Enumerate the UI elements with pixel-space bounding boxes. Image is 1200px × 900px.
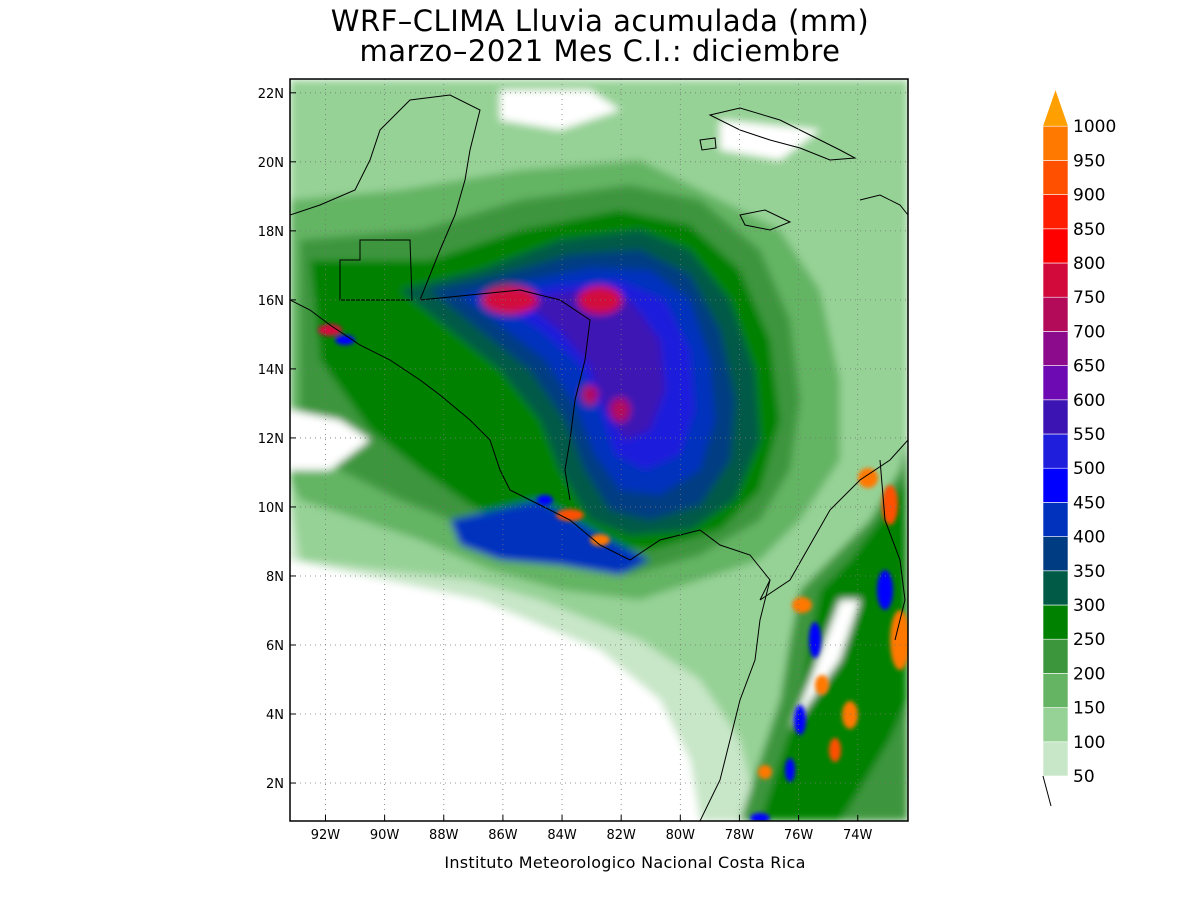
colorbar-swatch bbox=[1042, 467, 1069, 503]
lat-tick-label: 2N bbox=[266, 777, 284, 792]
colorbar-label: 1000 bbox=[1073, 117, 1116, 137]
lon-tick-label: 90W bbox=[370, 828, 400, 843]
colorbar-label: 450 bbox=[1073, 493, 1105, 513]
map-gridlines bbox=[290, 79, 908, 821]
colorbar-swatch bbox=[1042, 194, 1069, 230]
colorbar-label: 350 bbox=[1073, 562, 1105, 582]
lon-tick-label: 76W bbox=[784, 828, 814, 843]
lat-tick-label: 10N bbox=[258, 501, 284, 516]
colorbar-label: 300 bbox=[1073, 596, 1105, 616]
colorbar-swatch bbox=[1042, 433, 1069, 469]
colorbar-label: 900 bbox=[1073, 186, 1105, 206]
colorbar: 50 100 150 200 250 300 350 400 450 500 550 600 650 70… bbox=[1042, 90, 1116, 807]
colorbar-swatch bbox=[1042, 604, 1069, 640]
institution-credit: Instituto Meteorologico Nacional Costa R… bbox=[444, 853, 806, 872]
colorbar-swatch bbox=[1042, 296, 1069, 332]
colorbar-label: 650 bbox=[1073, 357, 1105, 377]
colorbar-label: 550 bbox=[1073, 425, 1105, 445]
map-area bbox=[290, 79, 908, 821]
colorbar-swatch bbox=[1042, 673, 1069, 708]
colorbar-label: 200 bbox=[1073, 664, 1105, 684]
lat-tick-label: 4N bbox=[266, 708, 284, 723]
lon-tick-label: 82W bbox=[606, 828, 636, 843]
lat-tick-label: 6N bbox=[266, 639, 284, 654]
colorbar-swatch bbox=[1042, 160, 1069, 195]
lon-tick-label: 92W bbox=[311, 828, 341, 843]
rainfall-shading bbox=[290, 80, 908, 821]
colorbar-label: 500 bbox=[1073, 459, 1105, 479]
map-title-line2: marzo–2021 Mes C.I.: diciembre bbox=[359, 34, 841, 68]
colorbar-label: 750 bbox=[1073, 288, 1105, 308]
colorbar-swatch bbox=[1042, 502, 1069, 537]
colorbar-swatch bbox=[1042, 365, 1069, 401]
map-title-line1: WRF–CLIMA Lluvia acumulada (mm) bbox=[330, 4, 870, 38]
colorbar-label: 700 bbox=[1073, 322, 1105, 342]
colorbar-label: 150 bbox=[1073, 699, 1105, 719]
colorbar-label: 50 bbox=[1073, 767, 1095, 787]
colorbar-swatch bbox=[1042, 331, 1069, 366]
rainfall-cores bbox=[318, 324, 908, 821]
colorbar-swatch bbox=[1042, 638, 1069, 674]
lat-tick-label: 18N bbox=[258, 225, 284, 240]
lon-tick-label: 78W bbox=[725, 828, 755, 843]
colorbar-label: 400 bbox=[1073, 528, 1105, 548]
lat-tick-label: 14N bbox=[258, 363, 284, 378]
colorbar-swatch bbox=[1042, 125, 1069, 161]
colorbar-swatch bbox=[1042, 399, 1069, 435]
lon-tick-label: 88W bbox=[429, 828, 459, 843]
longitude-axis: 92W 90W 88W 86W 84W 82W 80W 78W 76W 74W bbox=[311, 815, 873, 843]
lat-tick-label: 20N bbox=[258, 156, 284, 171]
colorbar-swatch bbox=[1042, 536, 1069, 572]
lon-tick-label: 80W bbox=[666, 828, 696, 843]
lat-tick-label: 22N bbox=[258, 87, 284, 102]
lon-tick-label: 74W bbox=[843, 828, 873, 843]
colorbar-label: 100 bbox=[1073, 733, 1105, 753]
latitude-axis: 2N 4N 6N 8N 10N 12N 14N 16N 18N 20N 22N bbox=[258, 87, 296, 792]
colorbar-label: 600 bbox=[1073, 391, 1105, 411]
coastlines bbox=[290, 94, 908, 821]
colorbar-swatch bbox=[1042, 707, 1069, 743]
colorbar-label: 950 bbox=[1073, 151, 1105, 171]
colorbar-extend-triangle bbox=[1043, 90, 1068, 127]
colorbar-swatch bbox=[1042, 570, 1069, 606]
map-frame bbox=[289, 78, 909, 822]
lat-tick-label: 12N bbox=[258, 432, 284, 447]
colorbar-label: 250 bbox=[1073, 630, 1105, 650]
colorbar-swatch bbox=[1042, 262, 1069, 298]
colorbar-tail bbox=[1042, 775, 1052, 807]
colorbar-swatch bbox=[1042, 741, 1069, 777]
lat-tick-label: 8N bbox=[266, 570, 284, 585]
lat-tick-label: 16N bbox=[258, 294, 284, 309]
lon-tick-label: 86W bbox=[488, 828, 518, 843]
colorbar-swatch bbox=[1042, 228, 1069, 264]
colorbar-label: 850 bbox=[1073, 220, 1105, 240]
colorbar-label: 800 bbox=[1073, 254, 1105, 274]
lon-tick-label: 84W bbox=[547, 828, 577, 843]
